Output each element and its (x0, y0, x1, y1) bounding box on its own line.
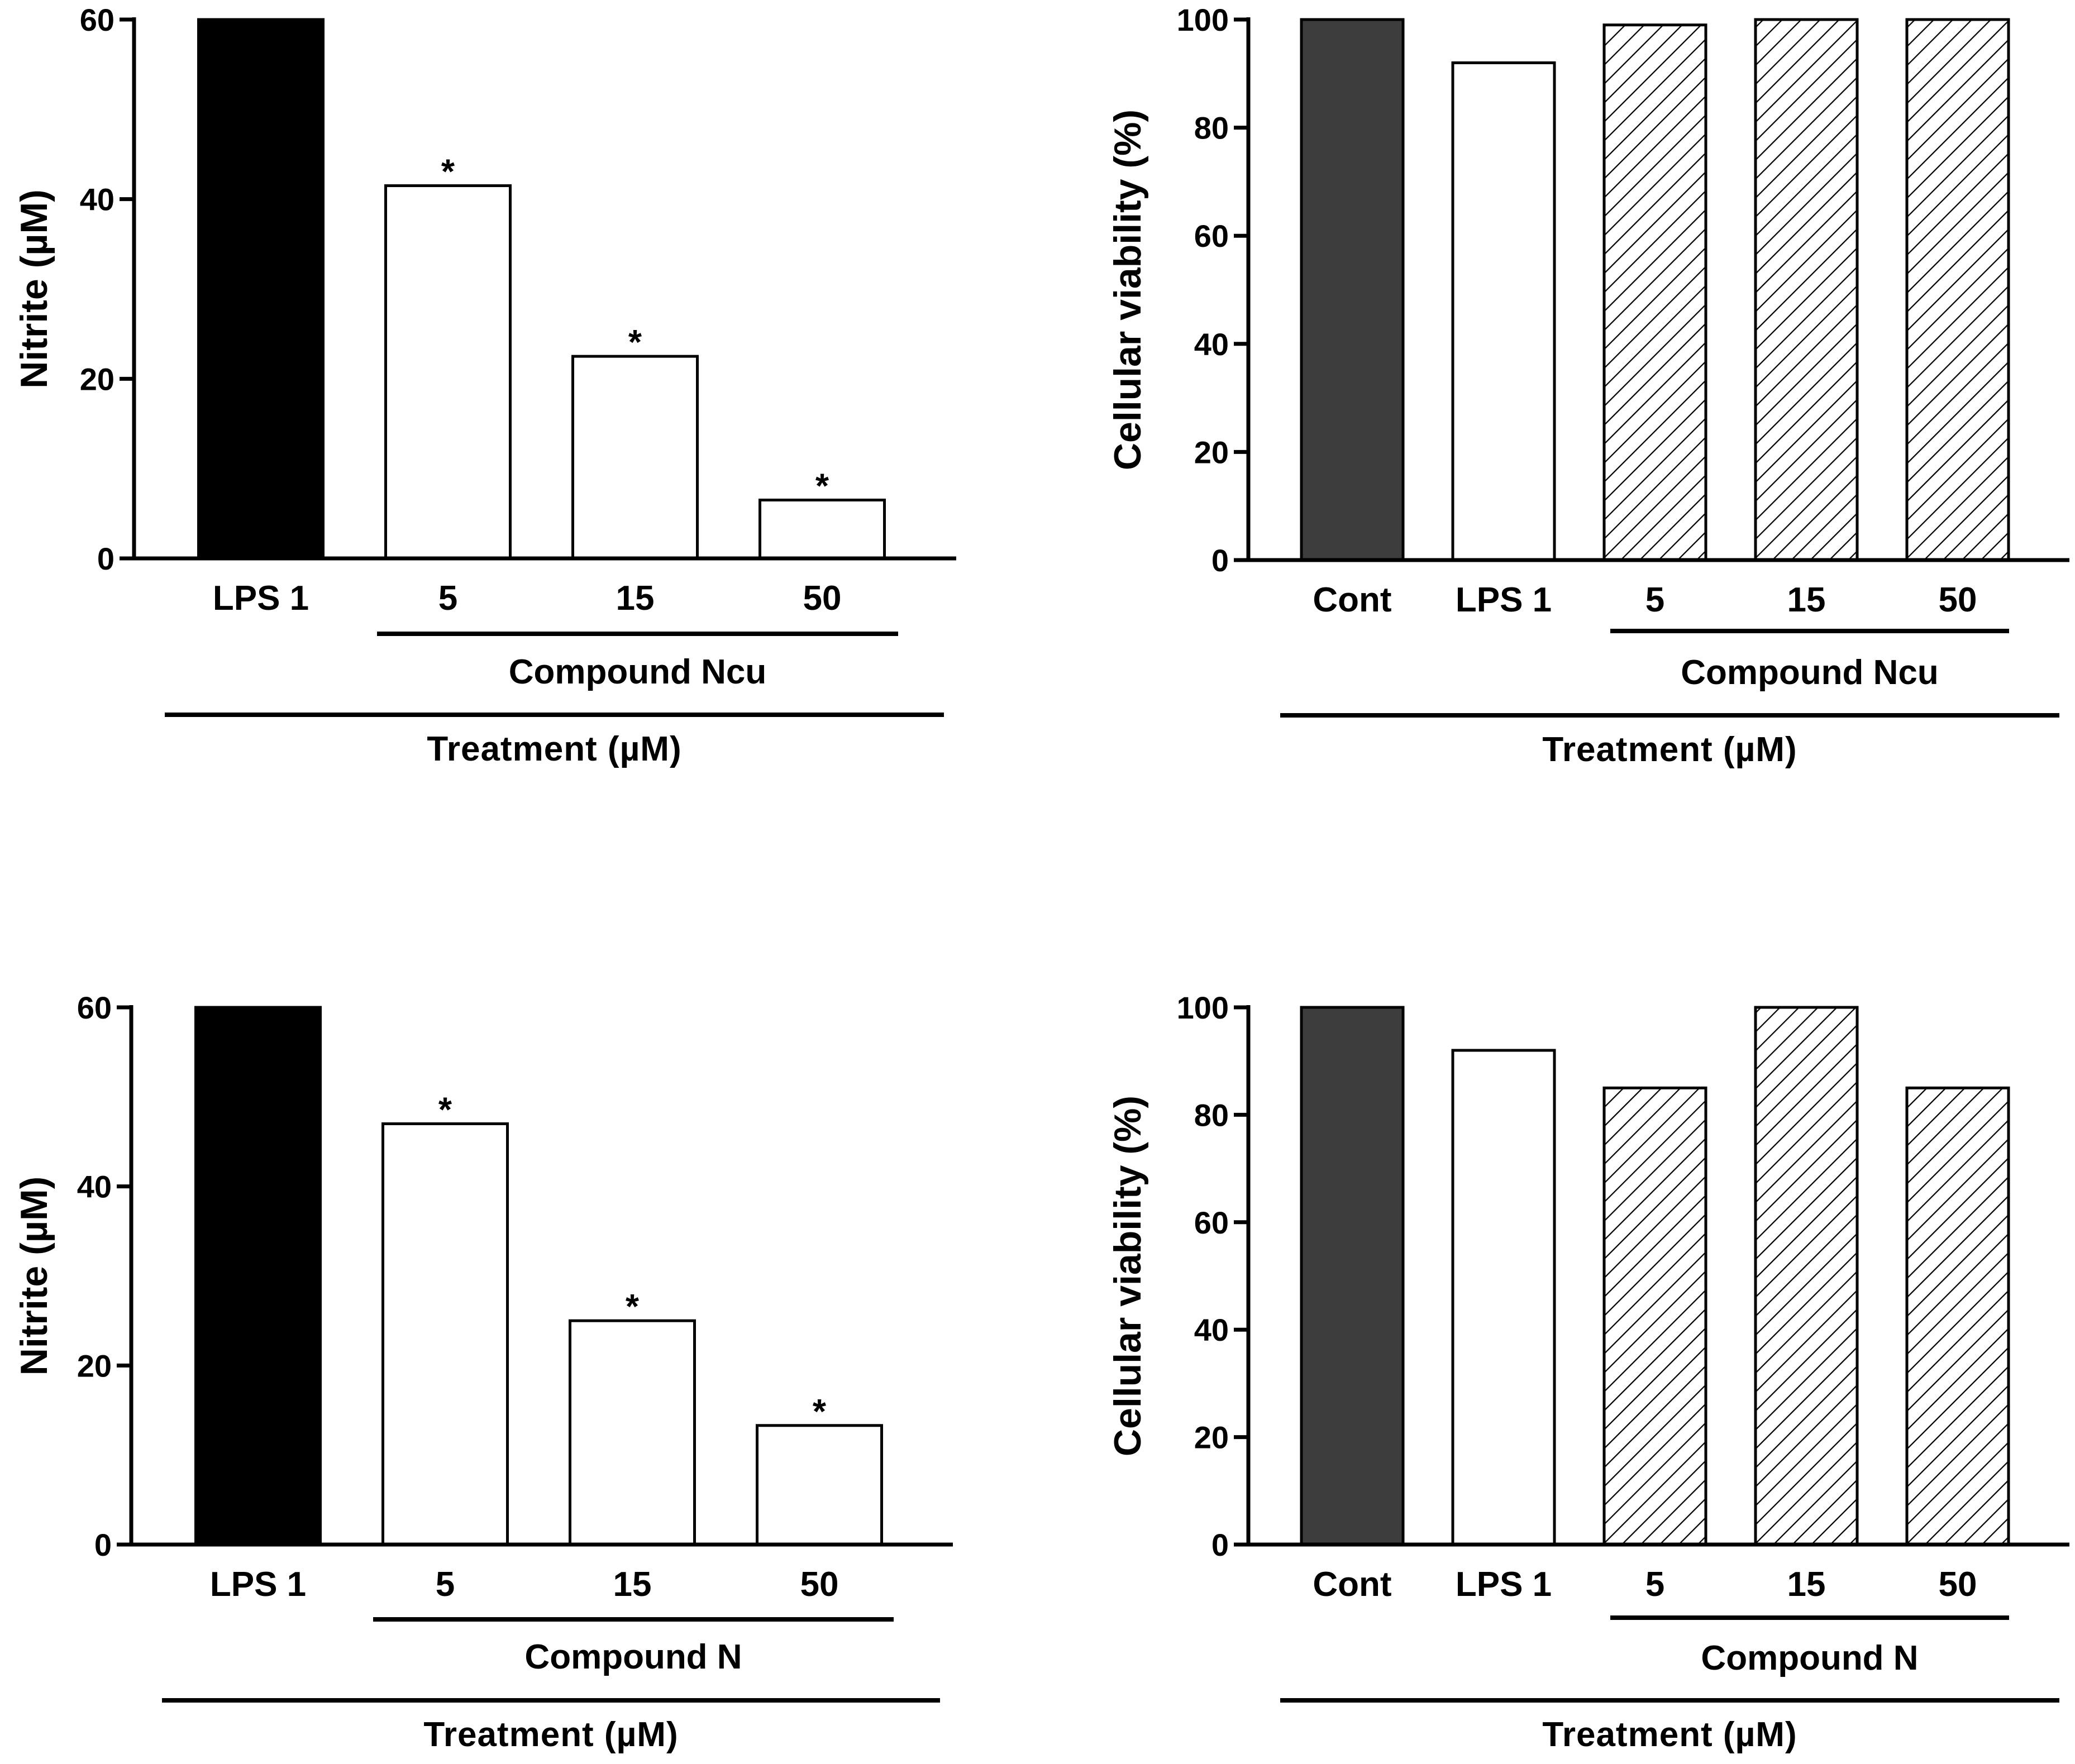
bar-15 (1754, 18, 1859, 562)
significance-marker: * (628, 323, 642, 362)
x-tick-label: 50 (800, 1565, 839, 1604)
chart-viability-compound-ncu: Cont LPS 1 5 15 50 0 20 40 60 80 100 Cellular viabi… (1106, 2, 2069, 769)
significance-marker: * (438, 1091, 452, 1129)
bar-15 (569, 1319, 696, 1546)
chart-nitrite-compound-ncu: LPS 1 * 5 * 15 * 50 0 20 40 60 Nitrite (µM) Compound… (13, 2, 956, 768)
y-tick-label: 100 (1177, 2, 1229, 37)
bar-cont (1300, 18, 1405, 562)
bar-15 (571, 355, 699, 560)
y-tick-label: 40 (77, 1169, 112, 1204)
bar-cont (1300, 1006, 1405, 1546)
y-tick-label: 60 (1194, 218, 1229, 254)
x-tick-label: LPS 1 (1456, 581, 1552, 619)
bar-lps-1 (1451, 1049, 1556, 1546)
x-tick-label: 50 (1939, 581, 1977, 619)
x-tick-label: 15 (616, 579, 655, 618)
x-axis-title: Treatment (µM) (423, 1715, 678, 1754)
x-tick-label: 5 (436, 1565, 455, 1604)
bar-lps-1 (194, 1006, 322, 1546)
y-tick-label: 80 (1194, 111, 1229, 146)
significance-marker: * (815, 467, 829, 505)
chart-viability-compound-n: Cont LPS 1 5 15 50 0 20 40 60 80 100 Cellular viabi… (1106, 990, 2069, 1754)
group-label: Compound Ncu (1681, 653, 1939, 692)
y-tick-label: 60 (77, 990, 112, 1025)
y-tick-label: 40 (1194, 1312, 1229, 1347)
y-tick-label: 40 (80, 182, 115, 217)
bar-lps-1 (1451, 61, 1556, 562)
y-tick-label: 0 (1211, 1527, 1229, 1562)
bar-50 (1905, 1086, 2010, 1546)
y-tick-label: 40 (1194, 327, 1229, 362)
y-tick-label: 0 (97, 541, 115, 576)
bar-lps-1 (197, 18, 325, 560)
y-tick-label: 80 (1194, 1097, 1229, 1132)
x-tick-label: 5 (438, 579, 457, 618)
y-tick-label: 0 (94, 1527, 112, 1562)
x-axis-title: Treatment (µM) (1542, 730, 1797, 769)
significance-marker: * (626, 1288, 640, 1326)
x-tick-label: 15 (1787, 581, 1826, 619)
y-tick-label: 20 (80, 361, 115, 396)
x-tick-label: LPS 1 (1456, 1565, 1552, 1604)
x-axis-title: Treatment (µM) (427, 730, 681, 768)
x-tick-label: 15 (1787, 1565, 1826, 1604)
y-axis-title: Nitrite (µM) (13, 1177, 55, 1375)
bar-50 (756, 1424, 883, 1546)
group-label: Compound N (524, 1638, 742, 1676)
bar-5 (384, 184, 512, 560)
chart-nitrite-compound-n: LPS 1 * 5 * 15 * 50 0 20 40 60 Nitrite (µM) Compound… (13, 990, 953, 1754)
x-tick-label: Cont (1313, 581, 1391, 619)
y-tick-label: 20 (1194, 1420, 1229, 1455)
significance-marker: * (441, 153, 455, 192)
y-tick-label: 0 (1211, 543, 1229, 578)
bar-50 (1905, 18, 2010, 562)
y-axis-title: Nitrite (µM) (13, 189, 55, 388)
x-tick-label: 50 (803, 579, 842, 618)
y-tick-label: 20 (77, 1348, 112, 1383)
bar-50 (759, 498, 886, 560)
y-axis-title: Cellular viability (%) (1106, 1096, 1149, 1456)
bar-5 (381, 1122, 509, 1546)
y-tick-label: 60 (1194, 1205, 1229, 1240)
x-axis-title: Treatment (µM) (1542, 1715, 1797, 1754)
group-label: Compound N (1701, 1639, 1918, 1677)
x-tick-label: 15 (613, 1565, 652, 1604)
y-axis-title: Cellular viability (%) (1106, 109, 1149, 470)
y-tick-label: 20 (1194, 434, 1229, 470)
bar-5 (1602, 1086, 1707, 1546)
group-label: Compound Ncu (509, 653, 767, 691)
y-tick-label: 100 (1177, 990, 1229, 1025)
x-tick-label: LPS 1 (213, 579, 309, 618)
y-tick-label: 60 (80, 2, 115, 37)
significance-marker: * (813, 1393, 827, 1431)
x-tick-label: 50 (1939, 1565, 1977, 1604)
x-tick-label: 5 (1645, 1565, 1664, 1604)
x-tick-label: LPS 1 (210, 1565, 306, 1604)
bar-5 (1602, 23, 1707, 562)
x-tick-label: Cont (1313, 1565, 1391, 1604)
bar-15 (1754, 1006, 1859, 1546)
x-tick-label: 5 (1645, 581, 1664, 619)
